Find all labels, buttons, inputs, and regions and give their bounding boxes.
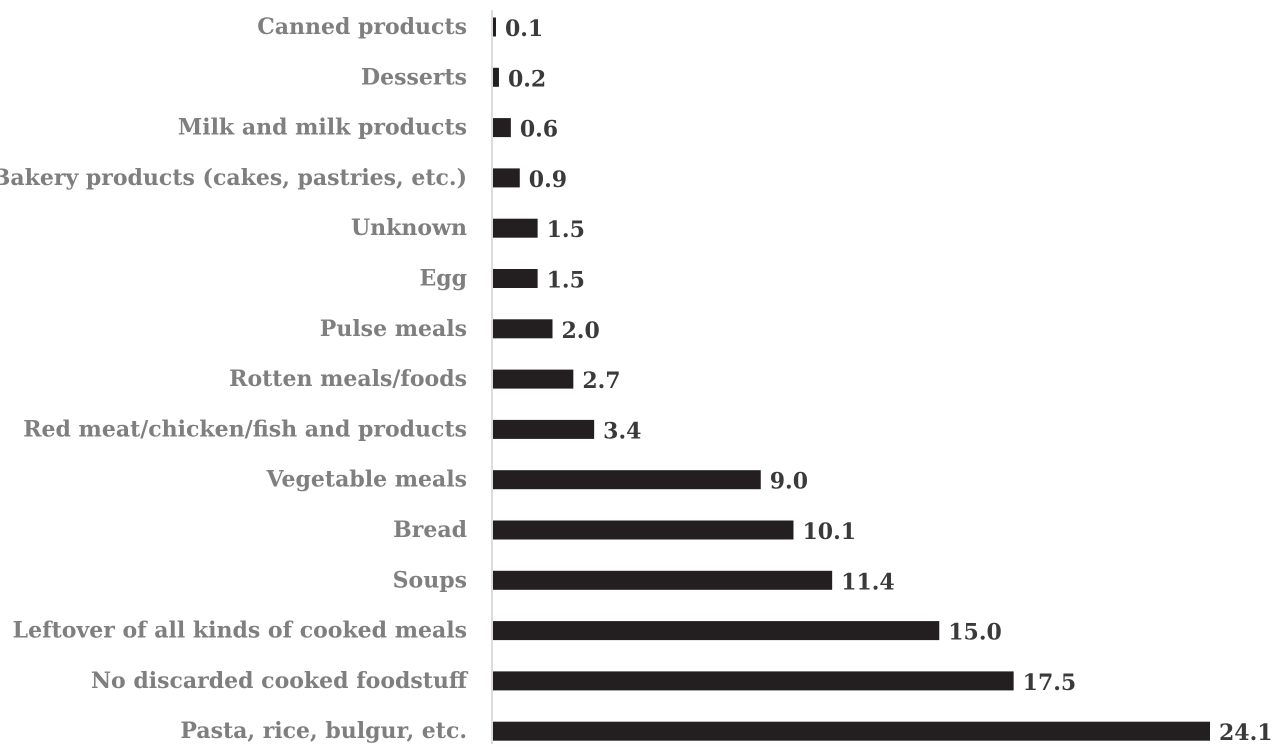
bars	[493, 17, 1210, 741]
value-label: 24.1	[1219, 720, 1273, 746]
bar	[493, 369, 574, 389]
category-label: Milk and milk products	[178, 115, 467, 141]
category-label: Egg	[419, 266, 467, 292]
bar	[493, 319, 553, 339]
value-label: 15.0	[948, 620, 1002, 646]
value-label: 0.6	[520, 117, 558, 143]
category-label: No discarded cooked foodstuff	[91, 668, 469, 694]
value-label: 10.1	[802, 519, 856, 545]
category-label: Vegetable meals	[265, 467, 467, 493]
value-label: 11.4	[841, 569, 895, 595]
bar	[493, 269, 538, 288]
bar	[493, 67, 499, 87]
value-label: 0.9	[529, 167, 567, 193]
category-label: Leftover of all kinds of cooked meals	[13, 618, 467, 644]
category-label: Rotten meals/foods	[229, 366, 467, 392]
value-label: 1.5	[547, 268, 585, 294]
category-label: Canned products	[257, 14, 467, 40]
bar	[493, 570, 833, 590]
category-label: Pulse meals	[320, 316, 467, 342]
value-label: 17.5	[1023, 670, 1077, 696]
value-label: 9.0	[770, 469, 808, 495]
bar	[493, 419, 595, 439]
value-label: 0.2	[508, 66, 546, 92]
category-label: Red meat/chicken/fish and products	[23, 416, 467, 442]
bar	[493, 168, 520, 188]
bar	[493, 470, 761, 490]
value-label: 2.7	[582, 368, 620, 394]
bar	[493, 17, 496, 37]
bar	[493, 218, 538, 238]
category-label: Bread	[393, 517, 467, 543]
value-labels: 0.1 0.2 0.6 0.9 1.5 1.5 2.0 2.7 3.4 9.0 10.1 11.4 15…	[505, 16, 1273, 746]
bar	[493, 520, 794, 540]
category-labels: Canned products Desserts Milk and milk pro…	[0, 14, 469, 744]
value-label: 1.5	[547, 217, 585, 243]
category-label: Soups	[393, 567, 467, 593]
bar	[493, 621, 940, 641]
bar	[493, 721, 1210, 741]
bar	[493, 671, 1014, 691]
value-label: 2.0	[562, 318, 600, 344]
value-label: 3.4	[603, 418, 641, 444]
category-label: Desserts	[361, 64, 467, 90]
category-label: Unknown	[351, 215, 467, 241]
bar	[493, 118, 511, 138]
value-label: 0.1	[505, 16, 543, 42]
category-label: Pasta, rice, bulgur, etc.	[180, 718, 467, 744]
category-label: Bakery products (cakes, pastries, etc.)	[0, 165, 467, 191]
